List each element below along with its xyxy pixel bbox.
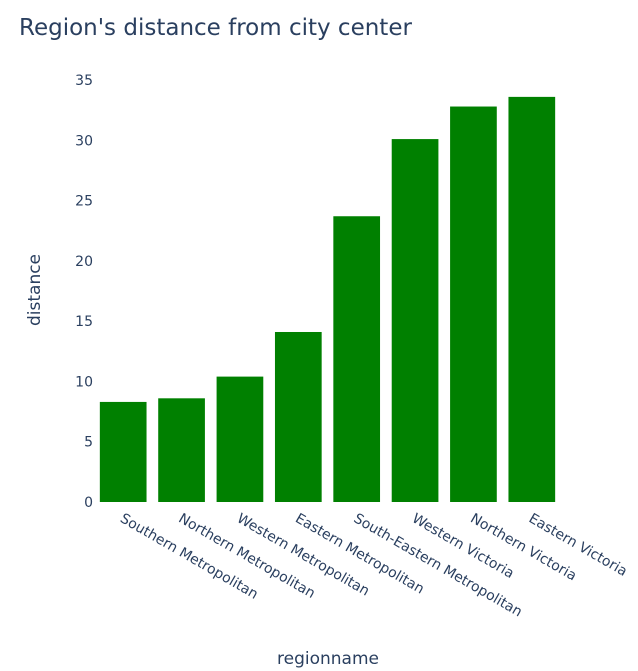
bar[interactable] [216,376,264,502]
y-tick-label: 0 [84,495,93,511]
y-tick-label: 15 [75,314,93,330]
bar[interactable] [158,398,205,502]
y-tick-label: 10 [75,374,93,390]
y-tick-label: 5 [84,435,93,451]
y-tick-label: 30 [75,133,93,149]
bar[interactable] [99,401,147,502]
bar[interactable] [508,96,556,502]
bars [99,96,556,503]
chart-title: Region's distance from city center [19,15,412,41]
y-tick-label: 20 [75,254,93,270]
y-axis-ticks: 0 5 10 15 20 25 30 35 [75,73,93,511]
bar[interactable] [274,331,322,502]
x-tick-label: Northern Victoria [467,511,579,585]
bar[interactable] [333,216,381,502]
bar[interactable] [391,139,439,502]
x-axis-title: regionname [277,649,379,669]
y-tick-label: 35 [75,73,93,89]
y-tick-label: 25 [75,194,93,210]
y-axis-title: distance [25,254,45,326]
bar[interactable] [450,106,497,503]
